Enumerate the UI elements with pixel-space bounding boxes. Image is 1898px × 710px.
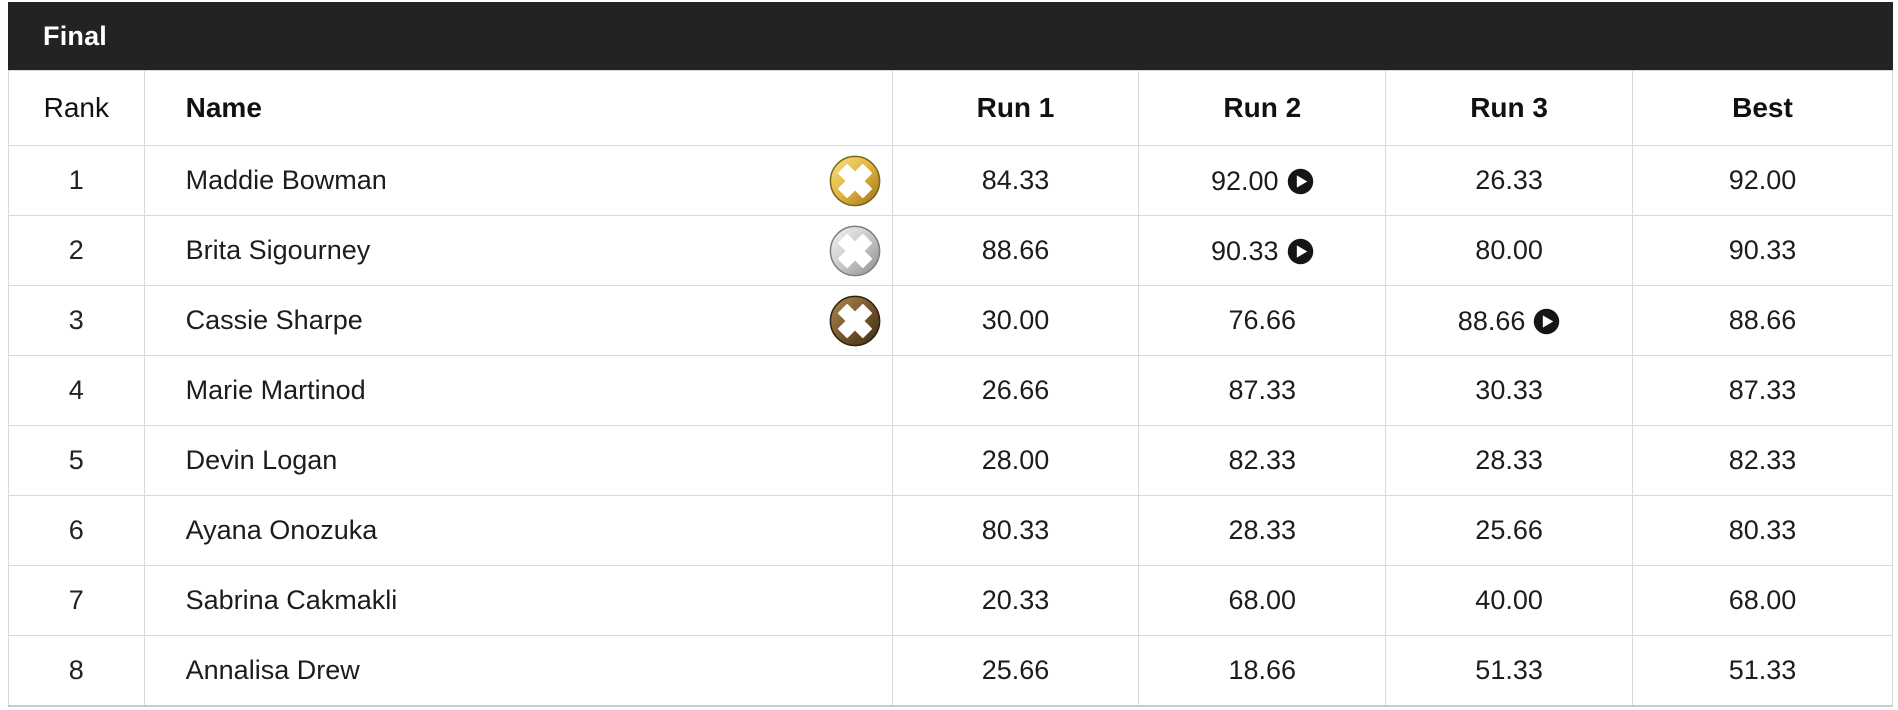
- run1-cell: 28.00: [891, 425, 1140, 496]
- name-cell: Annalisa Drew: [143, 635, 893, 706]
- best-cell: 87.33: [1631, 355, 1894, 426]
- rank-cell: 6: [8, 495, 145, 566]
- run3-cell: 28.33: [1385, 425, 1633, 496]
- run1-header: Run 1: [891, 70, 1140, 146]
- name-cell: Maddie Bowman: [143, 145, 893, 216]
- result-row-3: 3 Cassie Sharpe 30.00 76.66 88.66: [8, 285, 1894, 356]
- run3-cell: 26.33: [1385, 145, 1633, 216]
- silver-medal-icon: [828, 224, 882, 278]
- run-score: 90.33: [1211, 235, 1279, 266]
- run1-cell: 20.33: [891, 565, 1140, 636]
- section-title-bar: Final: [8, 2, 1893, 70]
- play-video-icon[interactable]: [1287, 238, 1314, 265]
- run3-header: Run 3: [1385, 70, 1633, 146]
- run2-cell: 90.33: [1138, 215, 1387, 286]
- run2-cell: 68.00: [1138, 565, 1387, 636]
- result-row-8: 8 Annalisa Drew 25.66 18.66 51.33 51.33: [8, 635, 1894, 706]
- athlete-name: Marie Martinod: [185, 375, 366, 405]
- run2-cell: 76.66: [1138, 285, 1387, 356]
- result-row-1: 1 Maddie Bowman 84.33 92.00: [8, 145, 1894, 216]
- rank-cell: 3: [8, 285, 145, 356]
- result-row-2: 2 Brita Sigourney 88.66 90.33: [8, 215, 1894, 286]
- run2-header: Run 2: [1138, 70, 1387, 146]
- run1-cell: 80.33: [891, 495, 1140, 566]
- header-row: Rank Name Run 1 Run 2 Run 3 Best: [8, 70, 1894, 146]
- rank-cell: 1: [8, 145, 145, 216]
- rank-cell: 7: [8, 565, 145, 636]
- result-row-6: 6 Ayana Onozuka 80.33 28.33 25.66 80.33: [8, 495, 1894, 566]
- run3-cell: 30.33: [1385, 355, 1633, 426]
- run3-cell: 25.66: [1385, 495, 1633, 566]
- run1-cell: 84.33: [891, 145, 1140, 216]
- rank-cell: 2: [8, 215, 145, 286]
- best-cell: 51.33: [1631, 635, 1894, 706]
- run2-cell: 28.33: [1138, 495, 1387, 566]
- name-header: Name: [143, 70, 893, 146]
- best-header: Best: [1631, 70, 1894, 146]
- name-cell: Devin Logan: [143, 425, 893, 496]
- best-cell: 68.00: [1631, 565, 1894, 636]
- run3-cell: 40.00: [1385, 565, 1633, 636]
- run2-cell: 82.33: [1138, 425, 1387, 496]
- athlete-name: Devin Logan: [185, 445, 338, 475]
- athlete-name: Sabrina Cakmakli: [185, 585, 398, 615]
- rank-cell: 8: [8, 635, 145, 706]
- best-cell: 90.33: [1631, 215, 1894, 286]
- run-score: 92.00: [1211, 165, 1279, 196]
- run1-cell: 30.00: [891, 285, 1140, 356]
- run1-cell: 25.66: [891, 635, 1140, 706]
- rank-header: Rank: [8, 70, 145, 146]
- bronze-medal-icon: [828, 294, 882, 348]
- run3-cell: 51.33: [1385, 635, 1633, 706]
- athlete-name: Cassie Sharpe: [185, 305, 363, 335]
- run1-cell: 26.66: [891, 355, 1140, 426]
- name-cell: Brita Sigourney: [143, 215, 893, 286]
- athlete-name: Annalisa Drew: [185, 654, 360, 685]
- name-cell: Sabrina Cakmakli: [143, 565, 893, 636]
- name-cell: Cassie Sharpe: [143, 285, 893, 356]
- athlete-name: Maddie Bowman: [185, 165, 387, 195]
- run3-cell: 88.66: [1385, 285, 1633, 356]
- result-row-5: 5 Devin Logan 28.00 82.33 28.33 82.33: [8, 425, 1894, 496]
- rank-cell: 4: [8, 355, 145, 426]
- play-video-icon[interactable]: [1533, 308, 1560, 335]
- results-table: Rank Name Run 1 Run 2 Run 3 Best 1 Maddi…: [8, 70, 1894, 707]
- section-title: Final: [43, 20, 108, 51]
- best-cell: 92.00: [1631, 145, 1894, 216]
- name-cell: Ayana Onozuka: [143, 495, 893, 566]
- run2-cell: 18.66: [1138, 635, 1387, 706]
- gold-medal-icon: [828, 154, 882, 208]
- result-row-4: 4 Marie Martinod 26.66 87.33 30.33 87.33: [8, 355, 1894, 426]
- name-cell: Marie Martinod: [143, 355, 893, 426]
- run-score: 88.66: [1457, 305, 1526, 336]
- results-panel: Final Rank Name Run 1 Run 2 Run 3 Best 1…: [8, 2, 1894, 707]
- run3-cell: 80.00: [1385, 215, 1633, 286]
- run2-cell: 92.00: [1138, 145, 1387, 216]
- best-cell: 80.33: [1631, 495, 1894, 566]
- best-cell: 82.33: [1631, 425, 1894, 496]
- run1-cell: 88.66: [891, 215, 1140, 286]
- athlete-name: Brita Sigourney: [185, 235, 371, 265]
- play-video-icon[interactable]: [1287, 168, 1314, 195]
- athlete-name: Ayana Onozuka: [185, 515, 378, 545]
- result-row-7: 7 Sabrina Cakmakli 20.33 68.00 40.00 68.…: [8, 565, 1894, 636]
- run2-cell: 87.33: [1138, 355, 1387, 426]
- rank-cell: 5: [8, 425, 145, 496]
- best-cell: 88.66: [1631, 285, 1894, 356]
